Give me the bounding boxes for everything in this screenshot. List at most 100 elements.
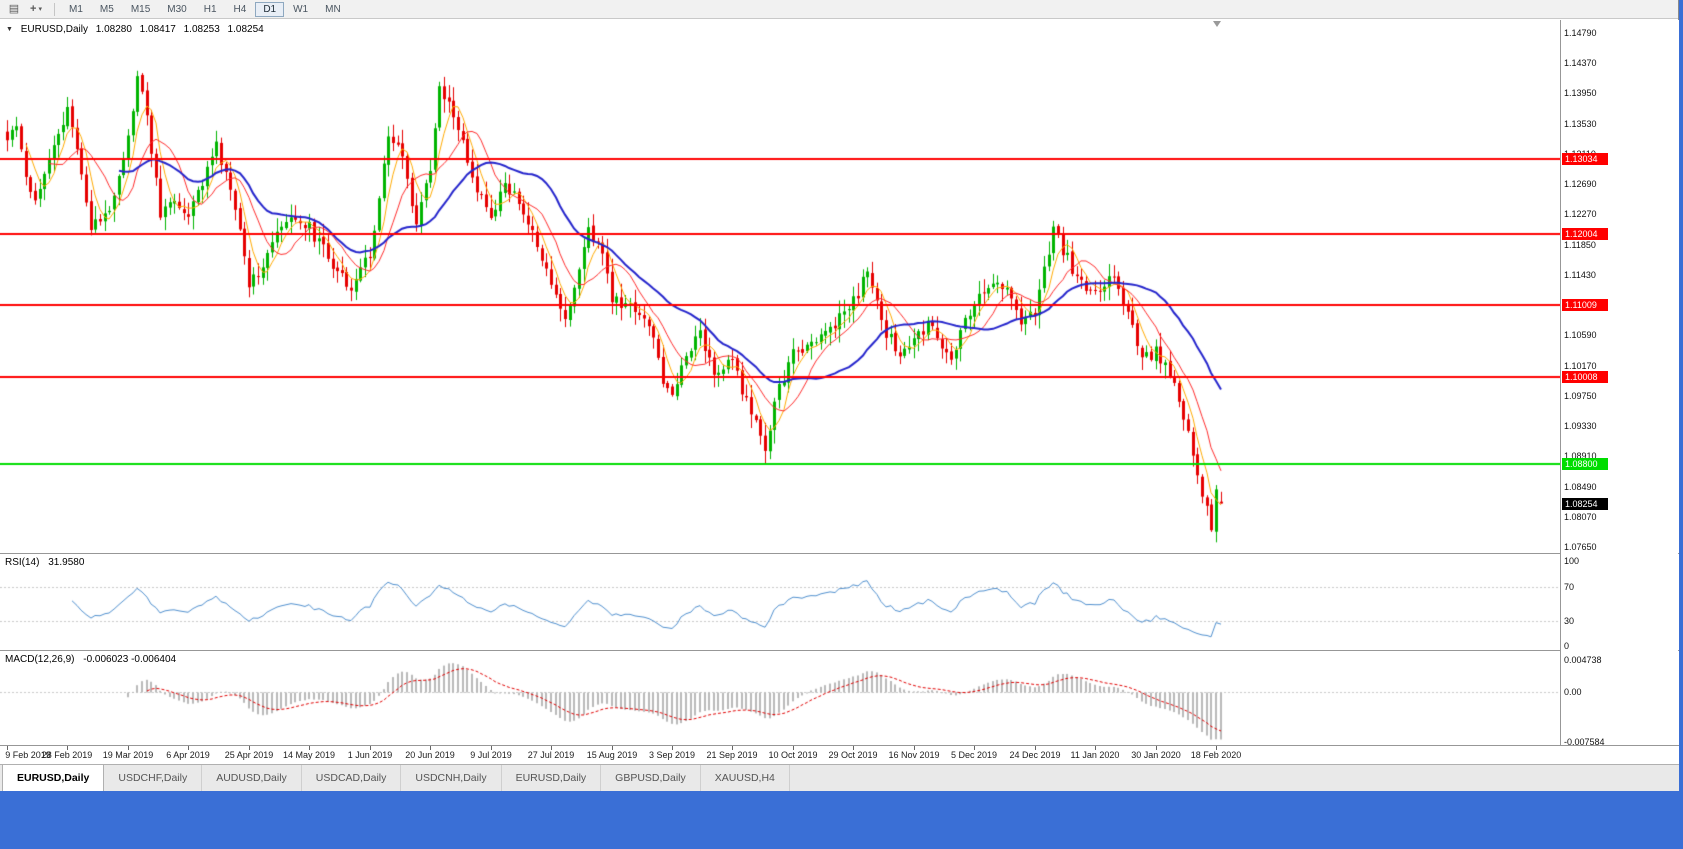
- time-axis-label: 1 Jun 2019: [347, 750, 393, 760]
- time-axis-label: 28 Feb 2019: [41, 750, 93, 760]
- price-axis[interactable]: 1.147901.143701.139501.135301.131101.126…: [1561, 20, 1678, 747]
- ohlc-close: 1.08254: [227, 24, 264, 35]
- time-tick: [1156, 746, 1157, 750]
- price-chart-canvas[interactable]: [0, 20, 1560, 553]
- chart-area: ▼ EURUSD,Daily 1.08280 1.08417 1.08253 1…: [0, 20, 1679, 764]
- symbol-period-label: EURUSD,Daily: [20, 24, 88, 35]
- time-axis-label: 16 Nov 2019: [888, 750, 940, 760]
- time-axis-label: 29 Oct 2019: [828, 750, 878, 760]
- price-axis-label: 1.12690: [1564, 179, 1597, 189]
- time-tick: [128, 746, 129, 750]
- rsi-level-label: 100: [1564, 556, 1580, 566]
- chart-tab-eurusd-daily[interactable]: EURUSD,Daily: [2, 765, 105, 791]
- macd-panel-canvas[interactable]: [0, 651, 1560, 745]
- crosshair-dropdown-button[interactable]: + ▾: [26, 2, 46, 17]
- time-axis-label: 6 Apr 2019: [166, 750, 210, 760]
- time-axis-label: 15 Aug 2019: [586, 750, 638, 760]
- time-tick: [430, 746, 431, 750]
- time-tick: [732, 746, 733, 750]
- time-axis-label: 20 Jun 2019: [405, 750, 455, 760]
- chart-tab-usdchf-daily[interactable]: USDCHF,Daily: [104, 765, 203, 791]
- time-axis-label: 19 Mar 2019: [102, 750, 154, 760]
- price-axis-label: 1.14370: [1564, 58, 1597, 68]
- chart-tab-audusd-daily[interactable]: AUDUSD,Daily: [202, 765, 302, 791]
- ohlc-low: 1.08253: [183, 24, 220, 35]
- chart-tab-xauusd-h4[interactable]: XAUUSD,H4: [701, 765, 790, 791]
- time-tick: [188, 746, 189, 750]
- time-axis-label: 3 Sep 2019: [648, 750, 696, 760]
- timeframe-buttons: M1 M5 M15 M30 H1 H4 D1 W1 MN: [61, 0, 350, 19]
- price-axis-label: 1.08490: [1564, 482, 1597, 492]
- price-axis-label: 1.11430: [1564, 270, 1596, 280]
- time-axis-label: 21 Sep 2019: [706, 750, 758, 760]
- price-line-badge[interactable]: 1.13034: [1562, 153, 1608, 165]
- price-line-badge[interactable]: 1.08800: [1562, 458, 1608, 470]
- price-axis-label: 1.13530: [1564, 119, 1597, 129]
- rsi-level-label: 0: [1564, 641, 1570, 651]
- price-line-badge[interactable]: 1.10008: [1562, 371, 1608, 383]
- time-axis-label: 9 Jul 2019: [470, 750, 512, 760]
- panel-resize-handle[interactable]: [0, 553, 1679, 554]
- timeframe-button-m1[interactable]: M1: [69, 3, 83, 15]
- macd-level-label: 0.00: [1564, 687, 1582, 697]
- price-axis-label: 1.08070: [1564, 512, 1597, 522]
- time-tick: [551, 746, 552, 750]
- panel-resize-handle[interactable]: [0, 745, 1679, 746]
- time-tick: [914, 746, 915, 750]
- time-tick: [309, 746, 310, 750]
- time-axis-label: 9 Feb 2019: [5, 750, 51, 760]
- time-axis-label: 10 Oct 2019: [768, 750, 818, 760]
- time-axis-label: 5 Dec 2019: [950, 750, 998, 760]
- rsi-level-label: 70: [1564, 582, 1575, 592]
- time-tick: [491, 746, 492, 750]
- price-axis-label: 1.14790: [1564, 28, 1597, 38]
- chart-layout-button[interactable]: ▤: [4, 2, 24, 17]
- panel-resize-handle[interactable]: [0, 650, 1679, 651]
- timeframe-button-m15[interactable]: M15: [130, 3, 151, 15]
- time-tick: [612, 746, 613, 750]
- time-tick: [672, 746, 673, 750]
- chart-shift-marker[interactable]: [1213, 21, 1221, 27]
- time-axis-label: 18 Feb 2020: [1190, 750, 1242, 760]
- rsi-indicator-label: RSI(14) 31.9580: [5, 557, 90, 568]
- price-axis-label: 1.08910: [1564, 451, 1597, 461]
- time-axis[interactable]: 9 Feb 2019 28 Feb 2019 19 Mar 2019 6 Apr 20…: [0, 746, 1679, 764]
- ohlc-high: 1.08417: [139, 24, 176, 35]
- chevron-down-icon: ▾: [38, 6, 42, 13]
- time-axis-label: 14 May 2019: [282, 750, 336, 760]
- time-tick: [67, 746, 68, 750]
- time-tick: [1216, 746, 1217, 750]
- time-tick: [974, 746, 975, 750]
- timeframe-button-m30[interactable]: M30: [167, 3, 187, 15]
- rsi-panel-canvas[interactable]: [0, 554, 1560, 650]
- chart-tab-gbpusd-daily[interactable]: GBPUSD,Daily: [601, 765, 701, 791]
- crosshair-icon: +: [30, 2, 37, 15]
- timeframe-button-m5[interactable]: M5: [99, 3, 114, 15]
- price-line-badge[interactable]: 1.12004: [1562, 228, 1608, 240]
- chart-menu-toggle-icon[interactable]: ▼: [6, 26, 13, 33]
- price-line-badge[interactable]: 1.11009: [1562, 299, 1608, 311]
- time-axis-label: 27 Jul 2019: [527, 750, 575, 760]
- time-axis-label: 30 Jan 2020: [1131, 750, 1181, 760]
- price-axis-label: 1.07650: [1564, 542, 1597, 552]
- time-axis-label: 24 Dec 2019: [1009, 750, 1061, 760]
- timeframe-button-w1[interactable]: W1: [293, 3, 309, 15]
- time-tick: [793, 746, 794, 750]
- rsi-value: 31.9580: [48, 557, 85, 568]
- time-tick: [853, 746, 854, 750]
- time-tick: [7, 746, 8, 750]
- timeframe-button-mn[interactable]: MN: [325, 3, 341, 15]
- chart-tab-usdcad-daily[interactable]: USDCAD,Daily: [302, 765, 402, 791]
- timeframe-button-d1[interactable]: D1: [255, 1, 285, 17]
- chart-tab-usdcnh-daily[interactable]: USDCNH,Daily: [401, 765, 502, 791]
- timeframe-button-h1[interactable]: H1: [203, 3, 217, 15]
- mt4-window: ▤ + ▾ M1 M5 M15 M30 H1 H4 D1 W1 MN ▼ EURUSD,Dail…: [0, 0, 1679, 791]
- ohlc-readout: ▼ EURUSD,Daily 1.08280 1.08417 1.08253 1…: [6, 24, 269, 35]
- macd-indicator-label: MACD(12,26,9) -0.006023 -0.006404: [5, 654, 182, 665]
- price-axis-label: 1.09330: [1564, 421, 1597, 431]
- time-tick: [1095, 746, 1096, 750]
- price-axis-label: 1.13950: [1564, 88, 1597, 98]
- toolbar: ▤ + ▾ M1 M5 M15 M30 H1 H4 D1 W1 MN: [0, 0, 1678, 19]
- chart-tab-eurusd-daily[interactable]: EURUSD,Daily: [502, 765, 602, 791]
- timeframe-button-h4[interactable]: H4: [233, 3, 247, 15]
